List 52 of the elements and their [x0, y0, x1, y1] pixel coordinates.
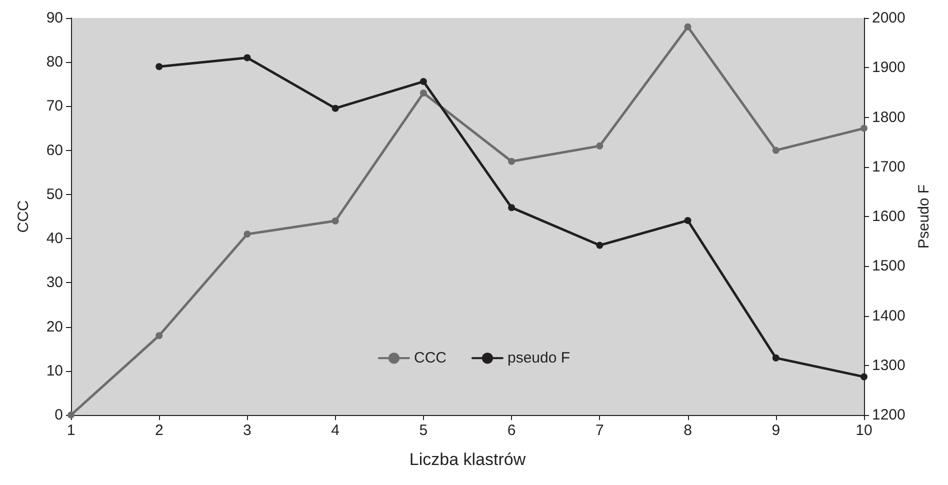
point [332, 217, 339, 224]
y-tick-label: 80 [46, 54, 63, 71]
point [772, 354, 780, 362]
x-tick-label: 10 [856, 422, 872, 439]
point [332, 104, 339, 112]
point [156, 63, 163, 70]
y2-tick-label: 1200 [872, 406, 906, 424]
y2-tick-label: 1300 [872, 356, 906, 374]
y2-tick-label: 1400 [872, 307, 906, 324]
legend-label: CCC [414, 350, 447, 367]
y-axis-title: CCC [15, 200, 32, 233]
x-tick-label: 9 [772, 422, 780, 439]
y2-tick-label: 1900 [872, 59, 906, 76]
y2-tick-label: 1800 [872, 108, 906, 126]
point [420, 89, 427, 96]
x-tick-label: 4 [331, 422, 340, 439]
y-tick-label: 0 [54, 406, 63, 424]
point [508, 158, 516, 165]
x-tick-label: 6 [507, 422, 516, 439]
x-tick-label: 7 [595, 422, 604, 439]
point [596, 242, 604, 249]
point [596, 142, 604, 150]
x-tick-label: 8 [684, 422, 692, 439]
x-tick-label: 2 [154, 422, 164, 439]
x-tick-label: 5 [419, 422, 428, 439]
y-tick-label: 90 [46, 10, 63, 26]
point [156, 332, 163, 340]
point [684, 216, 692, 224]
y2-tick-label: 1500 [872, 258, 906, 275]
point [508, 204, 516, 212]
y2-tick-label: 1600 [872, 208, 906, 225]
point [244, 230, 251, 238]
y-tick-label: 10 [46, 362, 63, 380]
point [244, 54, 251, 62]
x-tick-label: 1 [66, 422, 76, 439]
y-tick-label: 40 [46, 230, 63, 248]
y-tick-label: 20 [46, 318, 63, 336]
point [860, 124, 868, 132]
point [772, 146, 780, 154]
y-tick-label: 70 [46, 98, 63, 115]
y2-tick-label: 2000 [872, 10, 906, 26]
legend-label: pseudo F [507, 350, 570, 367]
y-tick-label: 60 [46, 142, 63, 159]
point [860, 373, 868, 380]
y2-tick-label: 1700 [872, 158, 906, 176]
x-tick-label: 3 [243, 422, 252, 439]
y-tick-label: 30 [46, 274, 63, 292]
x-axis-title: Liczba klastrów [409, 450, 526, 469]
point [420, 78, 427, 86]
y-tick-label: 50 [46, 186, 63, 203]
point [684, 23, 692, 30]
y2-axis-title: Pseudo F [915, 184, 932, 249]
